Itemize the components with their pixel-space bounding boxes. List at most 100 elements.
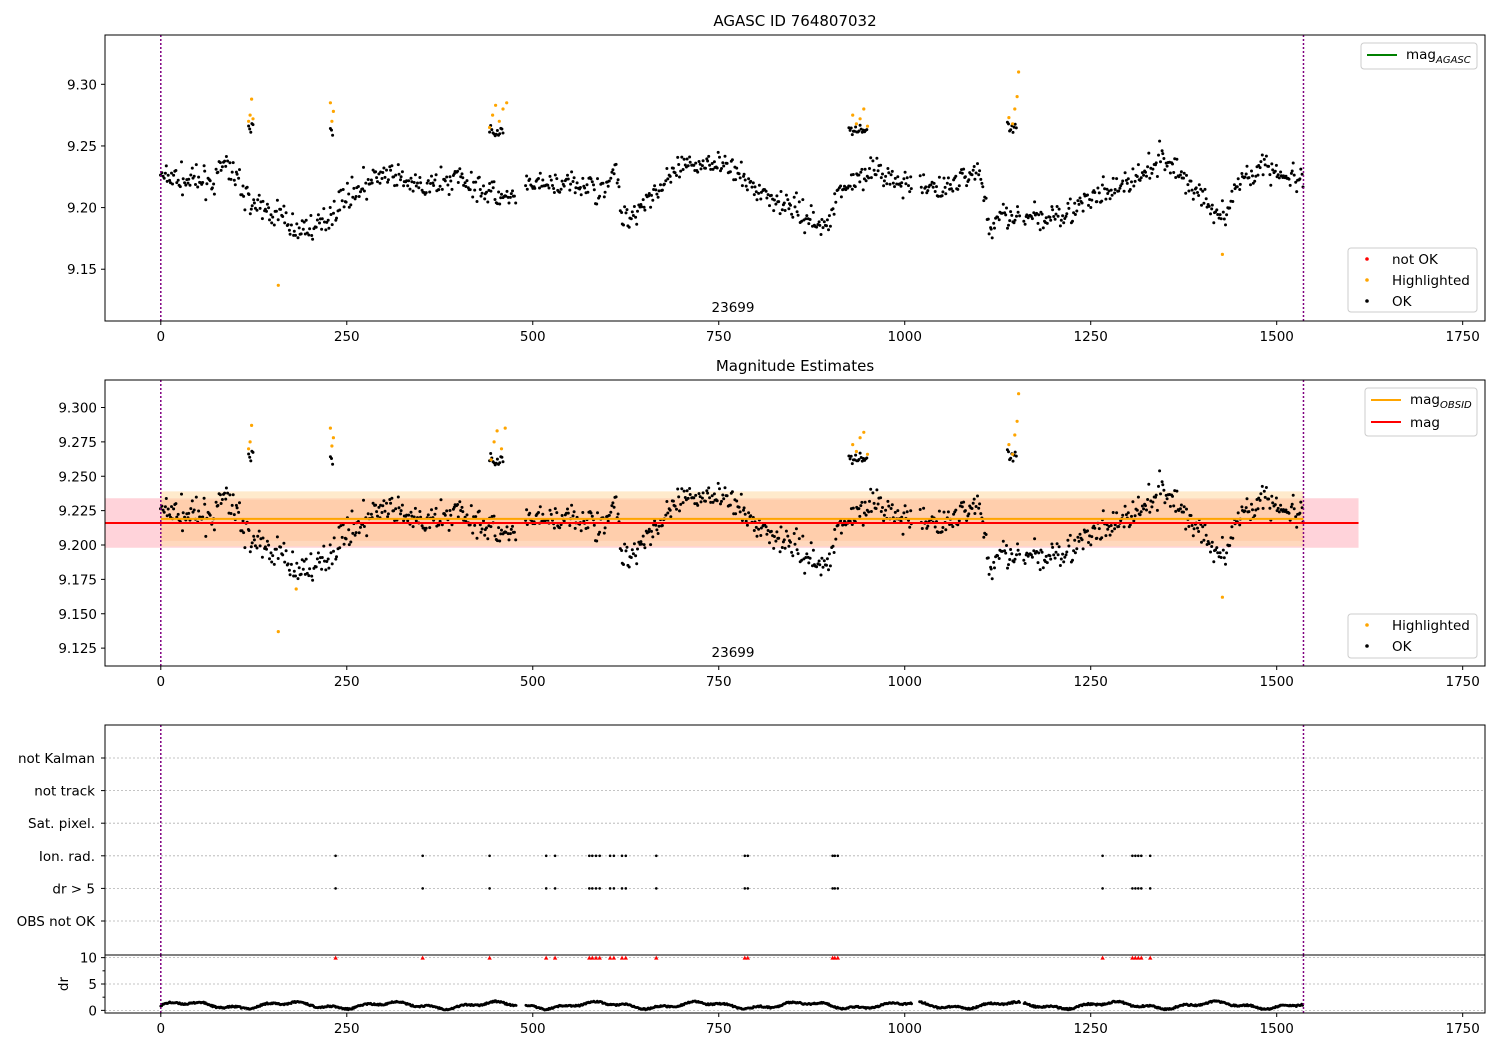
data-point	[681, 168, 685, 171]
data-point	[1097, 191, 1101, 195]
data-point	[779, 190, 783, 193]
data-point	[376, 514, 379, 518]
magnitude-legend-top[interactable]: magOBSID mag	[1364, 387, 1478, 437]
data-point	[653, 184, 657, 188]
data-point	[478, 188, 482, 191]
data-point	[328, 101, 332, 105]
data-point	[858, 123, 862, 127]
y-tick-label: 9.25	[67, 139, 97, 155]
data-point	[634, 215, 638, 219]
data-point	[1065, 550, 1069, 554]
data-point	[671, 499, 675, 503]
data-point	[249, 545, 253, 549]
data-point	[331, 436, 335, 440]
data-point	[488, 125, 492, 130]
flag-points	[334, 854, 1152, 890]
data-point	[954, 174, 958, 178]
data-point	[163, 505, 167, 509]
data-point	[568, 524, 572, 527]
data-point	[1270, 494, 1274, 498]
data-point	[541, 178, 545, 182]
data-point	[1187, 525, 1191, 528]
flag-point	[488, 854, 491, 858]
data-point	[499, 532, 503, 536]
data-point	[364, 181, 368, 185]
data-point	[673, 171, 677, 175]
data-point	[374, 503, 378, 507]
data-point	[365, 197, 369, 201]
data-point	[996, 554, 1000, 558]
data-point	[1210, 203, 1214, 207]
data-point	[976, 494, 979, 498]
data-point	[737, 505, 741, 509]
data-point	[1097, 527, 1101, 531]
data-point	[1207, 204, 1211, 208]
data-point	[874, 507, 878, 510]
data-point	[624, 211, 628, 215]
y-tick-label: 9.30	[67, 77, 97, 93]
data-point	[581, 176, 585, 180]
data-point	[286, 562, 290, 566]
data-point	[1006, 566, 1009, 570]
data-point	[253, 544, 257, 548]
data-point	[1000, 549, 1004, 553]
data-point	[189, 507, 193, 511]
data-point	[809, 204, 813, 208]
data-point	[1220, 595, 1224, 599]
data-point	[172, 507, 176, 511]
data-point	[164, 164, 168, 168]
data-point	[295, 561, 299, 565]
data-point	[1087, 203, 1090, 207]
data-point	[382, 499, 386, 503]
data-point	[1071, 219, 1074, 223]
data-point	[505, 101, 509, 105]
data-point	[397, 506, 401, 510]
data-point	[1057, 207, 1061, 211]
data-point	[1185, 507, 1188, 511]
data-point	[1113, 527, 1117, 531]
data-point	[592, 188, 596, 192]
data-point	[754, 525, 758, 529]
data-point	[783, 209, 787, 212]
data-point	[271, 215, 275, 219]
data-point	[860, 167, 864, 171]
data-point	[166, 507, 170, 511]
data-point	[857, 129, 861, 133]
data-point	[272, 223, 276, 227]
data-point	[973, 512, 977, 515]
data-point	[742, 506, 746, 510]
data-point	[1292, 507, 1296, 511]
data-point	[751, 181, 755, 185]
x-tick-label: 0	[156, 674, 165, 690]
data-point	[448, 175, 452, 179]
data-point	[775, 194, 779, 198]
data-point	[324, 228, 328, 232]
dr-clipped-marker	[1130, 955, 1135, 960]
flag-point	[1140, 854, 1143, 858]
data-point	[1196, 191, 1199, 194]
data-point	[314, 225, 318, 229]
data-point	[849, 454, 853, 458]
data-point	[338, 208, 342, 212]
data-point	[418, 176, 422, 179]
agasc-legend-top[interactable]: magAGASC	[1360, 42, 1478, 70]
data-point	[620, 549, 624, 552]
data-point	[307, 574, 311, 578]
data-point	[248, 113, 252, 117]
data-point	[960, 171, 964, 175]
data-point	[495, 457, 499, 461]
data-point	[624, 549, 628, 553]
data-point	[1258, 166, 1262, 170]
data-point	[757, 527, 761, 531]
data-point	[411, 189, 415, 193]
data-point	[1132, 184, 1136, 188]
data-point	[1015, 553, 1018, 557]
x-tick-label: 1250	[1074, 674, 1108, 690]
data-point	[850, 462, 854, 466]
data-point	[865, 456, 869, 460]
data-point	[847, 126, 851, 130]
data-point	[228, 493, 232, 497]
data-point	[790, 550, 794, 554]
